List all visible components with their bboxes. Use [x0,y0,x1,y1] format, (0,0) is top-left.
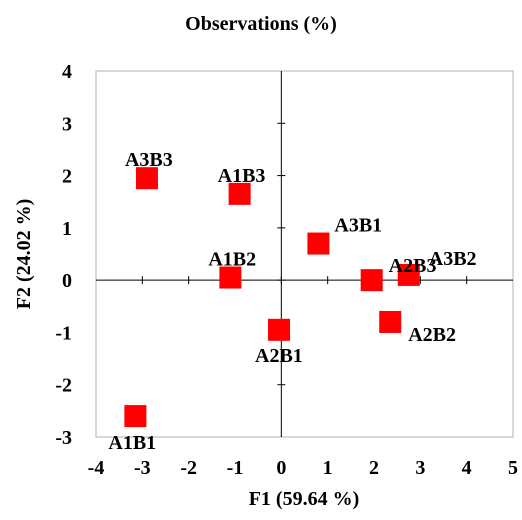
point-marker [228,182,251,205]
point-marker [379,310,402,333]
point-label: A1B1 [108,432,156,454]
point-marker [397,263,420,286]
y-tick-label: -2 [55,375,72,397]
x-tick-label: 0 [276,457,286,479]
x-tick-label: -2 [180,457,197,479]
point-label: A2B2 [408,324,456,346]
x-tick-label: -3 [134,457,151,479]
y-tick-label: 3 [62,113,72,135]
point-marker [219,266,242,289]
x-tick-label: -4 [88,457,105,479]
point-label: A2B1 [255,345,303,367]
point-marker [268,318,291,341]
x-tick-label: -1 [227,457,244,479]
y-tick-label: 2 [62,166,72,188]
point-label: A3B3 [125,149,173,171]
y-tick-label: 4 [62,61,72,83]
tick-labels: -4 -3 -2 -1 0 1 2 3 4 5 -3 -2 -1 0 1 2 3 4 [55,61,518,479]
chart-title: Observations (%) [185,13,337,35]
x-tick-label: 4 [462,457,472,479]
point-marker [360,269,383,292]
x-axis-title: F1 (59.64 %) [249,488,360,510]
x-tick-label: 1 [323,457,333,479]
point-label: A1B2 [208,249,256,271]
x-tick-label: 5 [508,457,518,479]
plot-frame [95,70,514,438]
point-label: A2B3 [389,255,437,277]
y-axis-title: F2 (24.02 %) [13,199,35,310]
y-tick-label: -1 [55,322,72,344]
point-label: A3B2 [429,248,477,270]
point-marker [124,405,147,428]
point-label: A1B3 [218,165,266,187]
point-label: A3B1 [334,215,382,237]
y-tick-label: 0 [62,270,72,292]
y-tick-label: -3 [55,427,72,449]
x-tick-label: 2 [369,457,379,479]
x-tick-label: 3 [415,457,425,479]
point-marker [307,232,330,255]
data-points: A1B1 A1B2 A1B3 A2B1 A2B2 A2B3 A3B1 A3B2 A3B3 [108,149,476,454]
y-tick-label: 1 [62,218,72,240]
point-marker [135,167,158,190]
